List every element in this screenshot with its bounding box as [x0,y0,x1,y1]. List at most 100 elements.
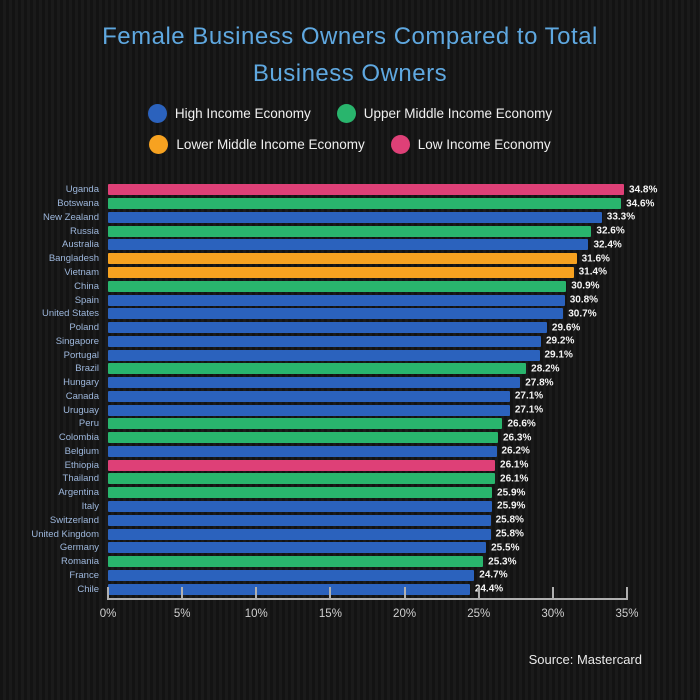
bar [108,349,540,361]
country-label: Argentina [58,487,99,499]
axis-tick-label: 15% [318,608,342,620]
legend-label: Lower Middle Income Economy [176,137,365,152]
country-label: Switzerland [49,514,99,526]
bar [108,583,470,595]
bar [108,239,589,251]
country-label: Poland [69,322,99,334]
bar [108,418,503,430]
bar [108,432,498,444]
axis-tick-label: 10% [244,608,268,620]
bar-track: 26.3% [108,432,627,444]
bar [108,211,602,223]
bar-track: 25.3% [108,556,627,568]
bar-track: 30.8% [108,294,627,306]
legend-label: Low Income Economy [417,137,551,152]
bar-track: 30.9% [108,280,627,292]
country-label: Ethiopia [64,459,99,471]
value-label: 31.6% [581,253,610,265]
bar-track: 34.6% [108,198,654,210]
legend-label: Upper Middle Income Economy [363,106,553,121]
bar [108,253,577,265]
bar [108,308,564,320]
value-label: 33.3% [606,211,636,223]
country-label: Colombia [58,432,99,444]
bar-track: 30.7% [108,308,627,320]
bar-row: Ethiopia 26.1% [0,458,700,472]
bar [108,294,565,306]
bar-row: Vietnam 31.4% [0,266,700,280]
bar-row: Italy 25.9% [0,500,700,514]
legend-swatch-icon [149,135,169,154]
legend-label: High Income Economy [174,106,311,121]
country-label: Brazil [75,363,99,375]
bar-row: Singapore 29.2% [0,334,700,348]
bar-row: Argentina 25.9% [0,486,700,500]
bar-track: 27.1% [108,404,627,416]
legend-swatch-icon [390,135,410,154]
bar [108,280,567,292]
bar-track: 25.8% [108,514,627,526]
axis-tick-label: 20% [393,608,417,620]
bar-row: Canada 27.1% [0,389,700,403]
bar-row: Romania 25.3% [0,555,700,569]
bar-row: Switzerland 25.8% [0,513,700,527]
country-label: China [74,280,99,292]
value-label: 26.1% [500,459,529,471]
axis-tick [551,587,554,600]
value-label: 29.1% [544,349,573,361]
bar-track: 25.9% [108,500,627,512]
value-label: 27.1% [514,390,544,402]
x-axis: 0% 5% 10% 15% 20% 25% 30% 35% [100,587,639,620]
bar-row: United Kingdom 25.8% [0,527,700,541]
bar-row: New Zealand 33.3% [0,211,700,225]
bar-track: 28.2% [108,363,627,375]
bar [108,473,496,485]
value-label: 34.8% [629,184,658,196]
value-label: 30.8% [569,294,599,306]
bar [108,445,497,457]
bar [108,198,622,210]
value-label: 26.3% [502,432,532,444]
bar-row: Germany 25.5% [0,541,700,555]
bar [108,322,547,334]
value-label: 34.6% [626,198,655,210]
country-label: Chile [77,583,99,595]
country-label: Russia [69,225,99,237]
bar-row: Colombia 26.3% [0,431,700,445]
value-label: 26.6% [507,418,536,430]
value-label: 30.7% [568,308,597,320]
bar-row: Peru 26.6% [0,417,700,431]
bar [108,569,475,581]
value-label: 32.4% [593,239,622,251]
bar-rows: Uganda 34.8% Botswana 34.6% New Zealand 33.3%… [0,183,700,596]
bar [108,542,487,554]
country-label: Germany [59,542,99,554]
value-label: 29.6% [551,322,581,334]
value-label: 25.8% [495,528,524,540]
bar-row: Thailand 26.1% [0,472,700,486]
bar-row: China 30.9% [0,279,700,293]
bar-row: Poland 29.6% [0,321,700,335]
value-label: 31.4% [578,266,607,278]
axis-tick-label: 30% [541,608,565,620]
bar [108,528,491,540]
source-note: Source: Mastercard [528,652,642,667]
axis-tick-label: 35% [615,608,639,620]
bar-track: 25.9% [108,487,627,499]
axis-tick [107,587,109,600]
axis-tick [626,587,628,600]
bar [108,459,496,471]
bar [108,404,510,416]
bar-row: Portugal 29.1% [0,348,700,362]
bar-track: 29.6% [108,322,627,334]
chart-title: Female Business Owners Compared to Total… [102,23,598,87]
country-label: Vietnam [64,266,99,278]
bar [108,363,527,375]
bar [108,556,484,568]
bar-track: 26.1% [108,473,627,485]
bar-track: 24.4% [108,583,627,595]
value-label: 25.3% [488,556,517,568]
value-label: 26.2% [501,445,530,457]
value-label: 24.7% [479,569,508,581]
axis-tick [181,587,184,600]
